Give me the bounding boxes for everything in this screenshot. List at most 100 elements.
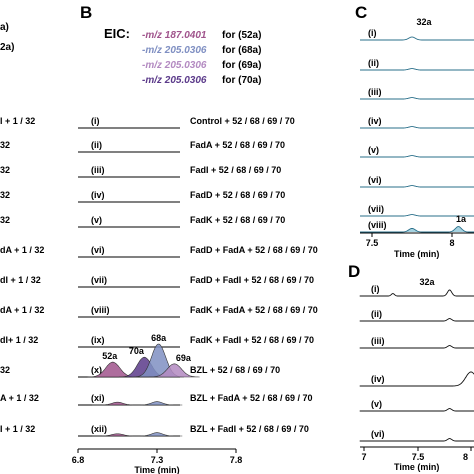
c-trace-row-id: (iv)	[368, 116, 382, 126]
eic-mz-label: -m/z 205.0306	[142, 75, 207, 86]
panel-d-letter: D	[348, 262, 360, 281]
c-trace-row: (i)	[360, 28, 474, 41]
c-peak-label-32a: 32a	[416, 17, 432, 27]
eic-mz-label: -m/z 205.0306	[142, 45, 207, 56]
trace-row-id: (vi)	[91, 245, 105, 255]
c-trace-row-id: (i)	[368, 28, 377, 38]
d-trace-row: (v)	[359, 399, 474, 412]
c-trace-row-id: (v)	[368, 145, 379, 155]
trace-row-condition: FadK + FadI + 52 / 68 / 69 / 70	[190, 335, 314, 345]
c-trace-row-id: (vi)	[368, 175, 382, 185]
eic-legend-entry: -m/z 187.0401 for (52a)	[142, 30, 261, 41]
panel-a-row-fragment: 32	[0, 365, 10, 375]
panel-c-traces: (i) (ii) (iii) (iv) (v) (vi) (vii) (viii)	[360, 28, 474, 233]
panel-b: B EIC: -m/z 187.0401 for (52a) -m/z 205.03…	[72, 3, 318, 474]
trace-row-condition: BZL + FadA + 52 / 68 / 69 / 70	[190, 393, 313, 403]
eic-mz-label: -m/z 187.0401	[142, 30, 207, 41]
eic-legend: -m/z 187.0401 for (52a) -m/z 205.0306 for (…	[142, 30, 261, 86]
c-trace-line	[360, 214, 474, 217]
panel-d-axis: 7 7.5 8 Time (min)	[360, 446, 474, 472]
panel-a-row-fragment: 32	[0, 215, 10, 225]
d-trace-row-id: (vi)	[371, 429, 385, 439]
trace-row-condition: FadI + 52 / 68 / 69 / 70	[190, 165, 281, 175]
trace-row: (iii) FadI + 52 / 68 / 69 / 70	[78, 165, 281, 178]
d-trace-row: (vi)	[359, 429, 474, 442]
panel-a-row-fragment: dI+ 1 / 32	[0, 335, 38, 345]
d-x-axis-label: Time (min)	[394, 462, 439, 472]
c-trace-line	[360, 36, 474, 41]
panel-b-peaks: 52a 70a 68a 69a	[87, 333, 200, 437]
panel-b-traces: (i) Control + 52 / 68 / 69 / 70 (ii) FadA +…	[78, 116, 318, 437]
trace-row-id: (xii)	[91, 424, 107, 434]
trace-row: (vi) FadD + FadA + 52 / 68 / 69 / 70	[78, 245, 318, 258]
d-trace-line	[359, 345, 474, 349]
peak-label: 68a	[151, 333, 167, 343]
b-tick-2: 7.8	[230, 455, 243, 465]
trace-row-condition: FadD + FadI + 52 / 68 / 69 / 70	[190, 275, 314, 285]
eic-legend-entry: -m/z 205.0306 for (69a)	[142, 60, 261, 71]
panel-c-axis: 7.5 8 Time (min)	[360, 232, 474, 259]
c-trace-row: (iv)	[360, 116, 474, 129]
panel-a-row-fragment: l + 1 / 32	[0, 116, 35, 126]
c-trace-row: (viii)	[360, 220, 474, 233]
d-tick-0: 7	[361, 452, 366, 462]
panel-a-top-fragment-1: a)	[0, 22, 9, 33]
panel-a-row-fragment: dA + 1 / 32	[0, 245, 44, 255]
chromatogram-peak	[149, 363, 200, 378]
trace-row-condition: FadK + FadA + 52 / 68 / 69 / 70	[190, 305, 318, 315]
trace-row-id: (v)	[91, 215, 102, 225]
d-trace-row-id: (iii)	[371, 336, 385, 346]
panel-a-row-fragment: 32	[0, 190, 10, 200]
c-trace-line	[360, 97, 474, 100]
c-trace-line	[360, 185, 474, 188]
c-trace-row: (vii)	[360, 204, 474, 217]
d-trace-line	[359, 408, 474, 412]
d-trace-line	[359, 438, 474, 442]
trace-row-id: (ix)	[91, 335, 105, 345]
d-trace-line	[359, 318, 474, 322]
panel-a-row-fragment: 32	[0, 165, 10, 175]
c-trace-row: (iii)	[360, 87, 474, 100]
chromatogram-peak	[131, 432, 183, 437]
b-x-axis-label: Time (min)	[134, 465, 179, 474]
trace-row: (viii) FadK + FadA + 52 / 68 / 69 / 70	[78, 305, 318, 318]
trace-row-id: (viii)	[91, 305, 110, 315]
c-trace-line	[360, 68, 474, 71]
trace-row-id: (x)	[91, 365, 102, 375]
eic-target-label: for (69a)	[222, 60, 261, 71]
eic-mz-label: -m/z 205.0306	[142, 60, 207, 71]
c-trace-row: (vi)	[360, 175, 474, 188]
c-trace-line	[360, 126, 474, 129]
trace-row-id: (iv)	[91, 190, 105, 200]
d-trace-row-id: (iv)	[371, 374, 385, 384]
trace-row: (ii) FadA + 52 / 68 / 69 / 70	[78, 140, 285, 153]
d-trace-row: (iv)	[359, 371, 474, 387]
panel-a-row-fragment: dI + 1 / 32	[0, 275, 41, 285]
c-x-axis-label: Time (min)	[394, 249, 439, 259]
peak-label: 69a	[176, 353, 192, 363]
trace-row-id: (ii)	[91, 140, 102, 150]
d-trace-row: (i)	[359, 284, 474, 297]
trace-row-condition: FadD + 52 / 68 / 69 / 70	[190, 190, 285, 200]
trace-row-condition: BZL + FadI + 52 / 68 / 69 / 70	[190, 424, 309, 434]
eic-target-label: for (68a)	[222, 45, 261, 56]
trace-row: (i) Control + 52 / 68 / 69 / 70	[78, 116, 295, 129]
d-trace-row-id: (v)	[371, 399, 382, 409]
c-trace-line	[360, 226, 474, 233]
panel-a-row-fragment: 32	[0, 140, 10, 150]
panel-d: D 32a (i) (ii) (iii) (iv) (v) (vi) 7 7.5 8 Ti…	[348, 262, 474, 472]
panel-a-row-fragment: dA + 1 / 32	[0, 305, 44, 315]
trace-row: (ix) FadK + FadI + 52 / 68 / 69 / 70	[78, 335, 314, 348]
panel-d-traces: (i) (ii) (iii) (iv) (v) (vi)	[359, 284, 474, 442]
trace-row-id: (xi)	[91, 393, 105, 403]
peak-label: 52a	[102, 351, 118, 361]
d-trace-row: (iii)	[359, 336, 474, 349]
trace-row-condition: FadK + 52 / 68 / 69 / 70	[190, 215, 285, 225]
c-trace-line	[360, 155, 474, 158]
d-tick-1: 7.5	[412, 452, 425, 462]
b-tick-1: 7.3	[151, 455, 164, 465]
eic-target-label: for (52a)	[222, 30, 261, 41]
trace-row-condition: FadA + 52 / 68 / 69 / 70	[190, 140, 285, 150]
trace-row-condition: BZL + 52 / 68 / 69 / 70	[190, 365, 280, 375]
